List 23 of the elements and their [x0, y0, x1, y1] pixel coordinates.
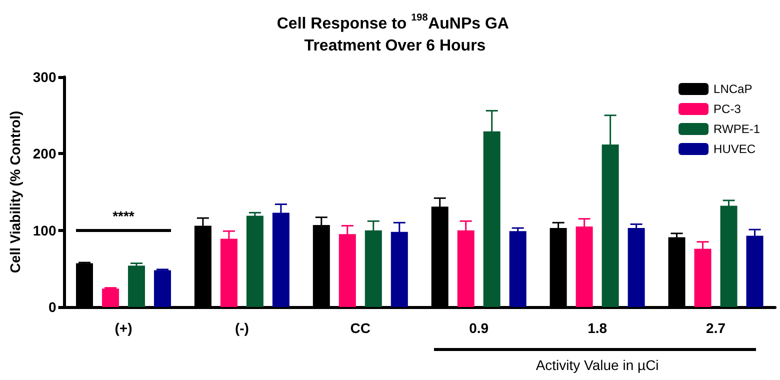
bar [128, 266, 145, 307]
bar [509, 231, 526, 307]
x-tick-label: 0.9 [469, 320, 489, 336]
y-tick-label: 0 [48, 299, 56, 315]
bar [246, 216, 264, 307]
x-tick-label: (-) [234, 320, 249, 336]
legend-label: LNCaP [714, 82, 752, 96]
text: Activity Value in µCi [536, 357, 659, 373]
bar [628, 228, 645, 307]
bar [102, 288, 119, 307]
legend-label: PC-3 [714, 102, 742, 116]
y-tick-label: 100 [32, 222, 56, 238]
y-tick-label: 300 [32, 69, 56, 85]
x-tick-label: 1.8 [588, 320, 608, 336]
y-axis-title: Cell Viability (% Control) [7, 110, 23, 274]
legend-label: HUVEC [714, 142, 756, 156]
x-tick-label: (+) [114, 320, 132, 336]
x-tick-label: 2.7 [706, 320, 726, 336]
bar [154, 270, 171, 307]
y-tick-label: 200 [32, 146, 56, 162]
x-tick-label: CC [350, 320, 371, 336]
annotation: **** [112, 208, 134, 224]
legend-label: RWPE-1 [714, 122, 760, 136]
